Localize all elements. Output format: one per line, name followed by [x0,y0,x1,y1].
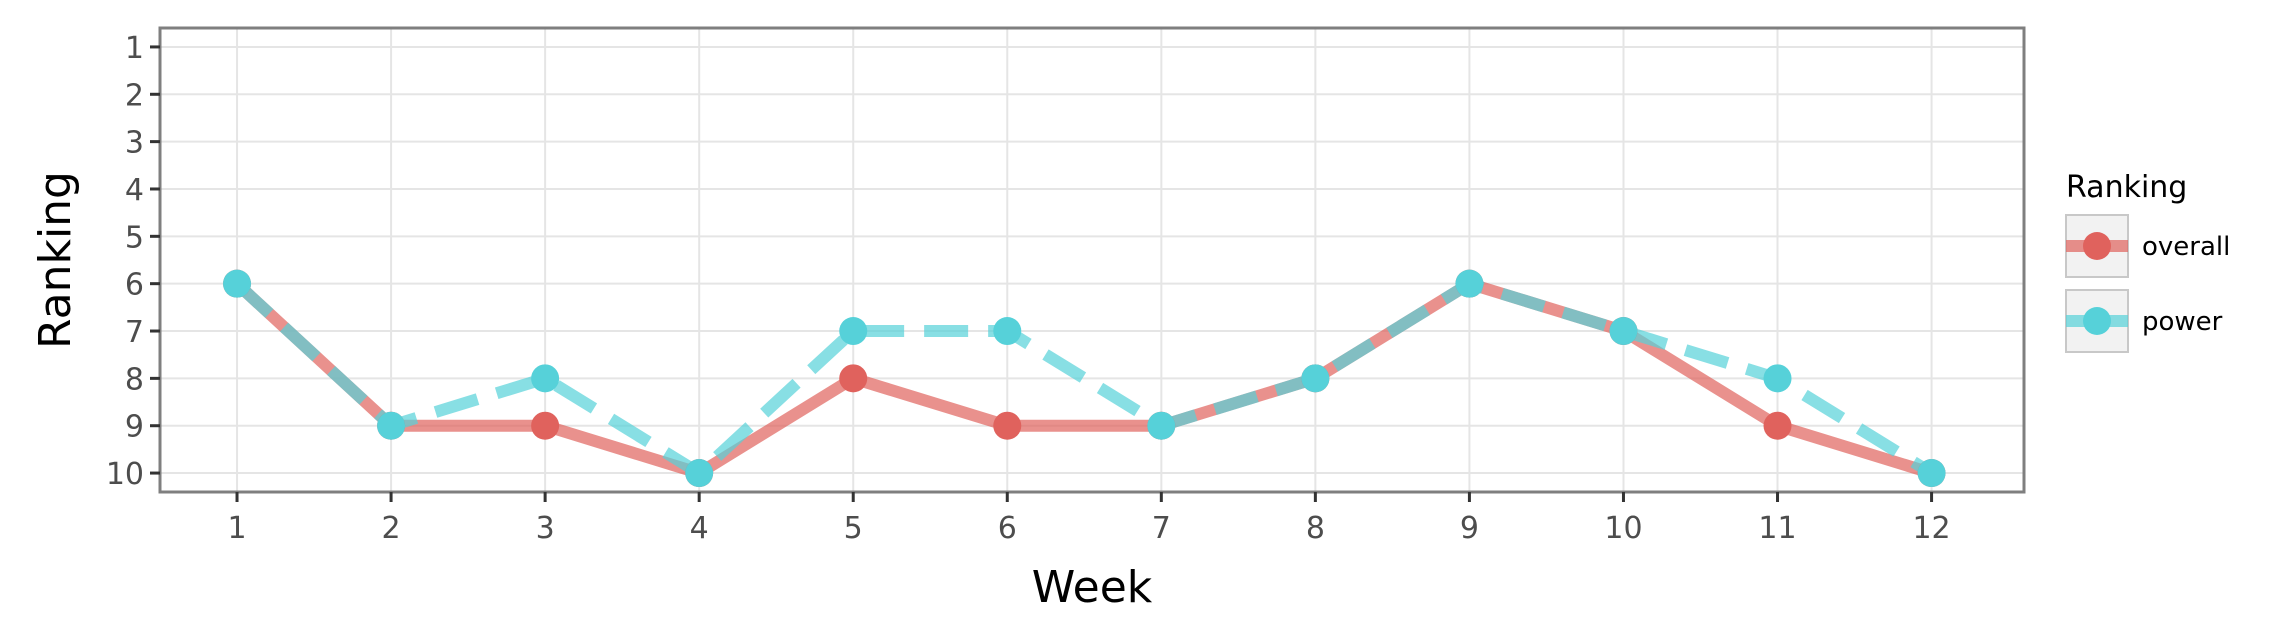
y-tick-label: 2 [125,78,144,113]
data-point-power [377,411,406,440]
data-point-overall [839,364,868,393]
y-tick-label: 5 [125,220,144,255]
x-tick-label: 12 [1912,511,1950,546]
plot-panel-border [158,26,2026,494]
legend-items: overall power [2065,214,2230,353]
data-point-power [1455,269,1484,298]
data-point-power [1917,459,1946,488]
x-tick-label: 5 [844,511,863,546]
legend: Ranking overall power [2065,170,2230,353]
series-points [223,269,1946,488]
x-tick-label: 8 [1306,511,1325,546]
data-point-power [1147,411,1176,440]
data-point-overall [531,411,560,440]
data-point-overall [1763,411,1792,440]
legend-title: Ranking [2066,170,2187,205]
legend-label: power [2142,307,2223,337]
x-axis-title: Week [1032,562,1153,613]
series-lines [232,277,1935,480]
y-axis-title: Ranking [30,171,81,349]
x-tick-label: 4 [690,511,709,546]
legend-label: overall [2142,232,2230,262]
legend-key-point [2083,307,2111,335]
y-tick-label: 3 [125,126,144,161]
x-tick-label: 9 [1460,511,1479,546]
series-line-power [232,277,1935,480]
data-point-power [1301,364,1330,393]
x-tick-label: 6 [998,511,1017,546]
y-tick-label: 9 [125,410,144,445]
legend-item-overall: overall [2065,214,2230,278]
x-tick-label: 7 [1152,511,1171,546]
data-point-overall [993,411,1022,440]
data-point-power [685,459,714,488]
x-tick-label: 10 [1604,511,1642,546]
legend-item-power: power [2065,289,2223,353]
x-tick-label: 11 [1758,511,1796,546]
data-point-power [1763,364,1792,393]
data-point-power [223,269,252,298]
y-tick-label: 6 [125,268,144,303]
data-point-power [531,364,560,393]
y-tick-label: 1 [125,31,144,66]
x-tick-label: 2 [382,511,401,546]
series-line-overall [232,277,1934,480]
y-tick-label: 10 [106,457,144,492]
y-tick-label: 4 [125,173,144,208]
legend-key-point [2083,232,2111,260]
y-tick-label: 7 [125,315,144,350]
y-tick-label: 8 [125,362,144,397]
data-point-power [1609,317,1638,346]
x-tick-label: 3 [536,511,555,546]
x-tick-label: 1 [227,511,246,546]
data-point-power [839,317,868,346]
data-point-power [993,317,1022,346]
